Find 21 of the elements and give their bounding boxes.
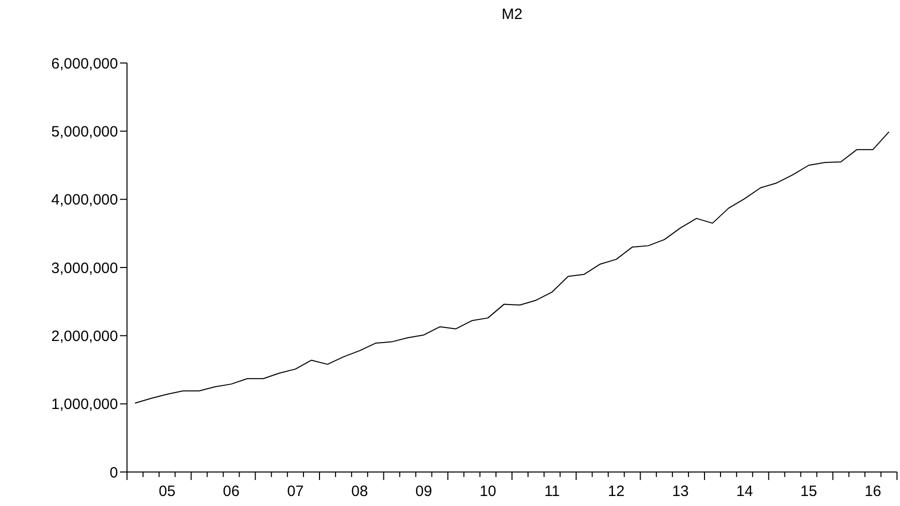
x-tick-label: 07: [287, 483, 304, 500]
chart-title: M2: [500, 6, 524, 23]
line-series: [134, 131, 890, 404]
y-tick-label: 4,000,000: [51, 192, 118, 209]
x-tick-label: 12: [608, 483, 625, 500]
x-tick-label: 08: [351, 483, 368, 500]
x-tick-label: 05: [158, 483, 176, 500]
x-tick-label: 10: [480, 483, 496, 500]
x-tick-label: 06: [222, 483, 240, 500]
y-tick-label: 5,000,000: [51, 123, 118, 140]
y-tick-label: 2,000,000: [51, 328, 118, 345]
x-tick-label: 13: [672, 483, 689, 500]
x-tick-label: 14: [736, 483, 753, 500]
x-tick-label: 11: [544, 483, 560, 500]
y-tick-label: 1,000,000: [51, 396, 118, 414]
x-tick-label: 16: [864, 483, 882, 500]
x-tick-label: 15: [800, 483, 818, 500]
y-tick-label: 0: [110, 464, 118, 482]
y-tick-label: 6,000,000: [51, 55, 118, 72]
x-tick-label: 09: [415, 483, 432, 500]
y-tick-label: 3,000,000: [51, 260, 118, 277]
